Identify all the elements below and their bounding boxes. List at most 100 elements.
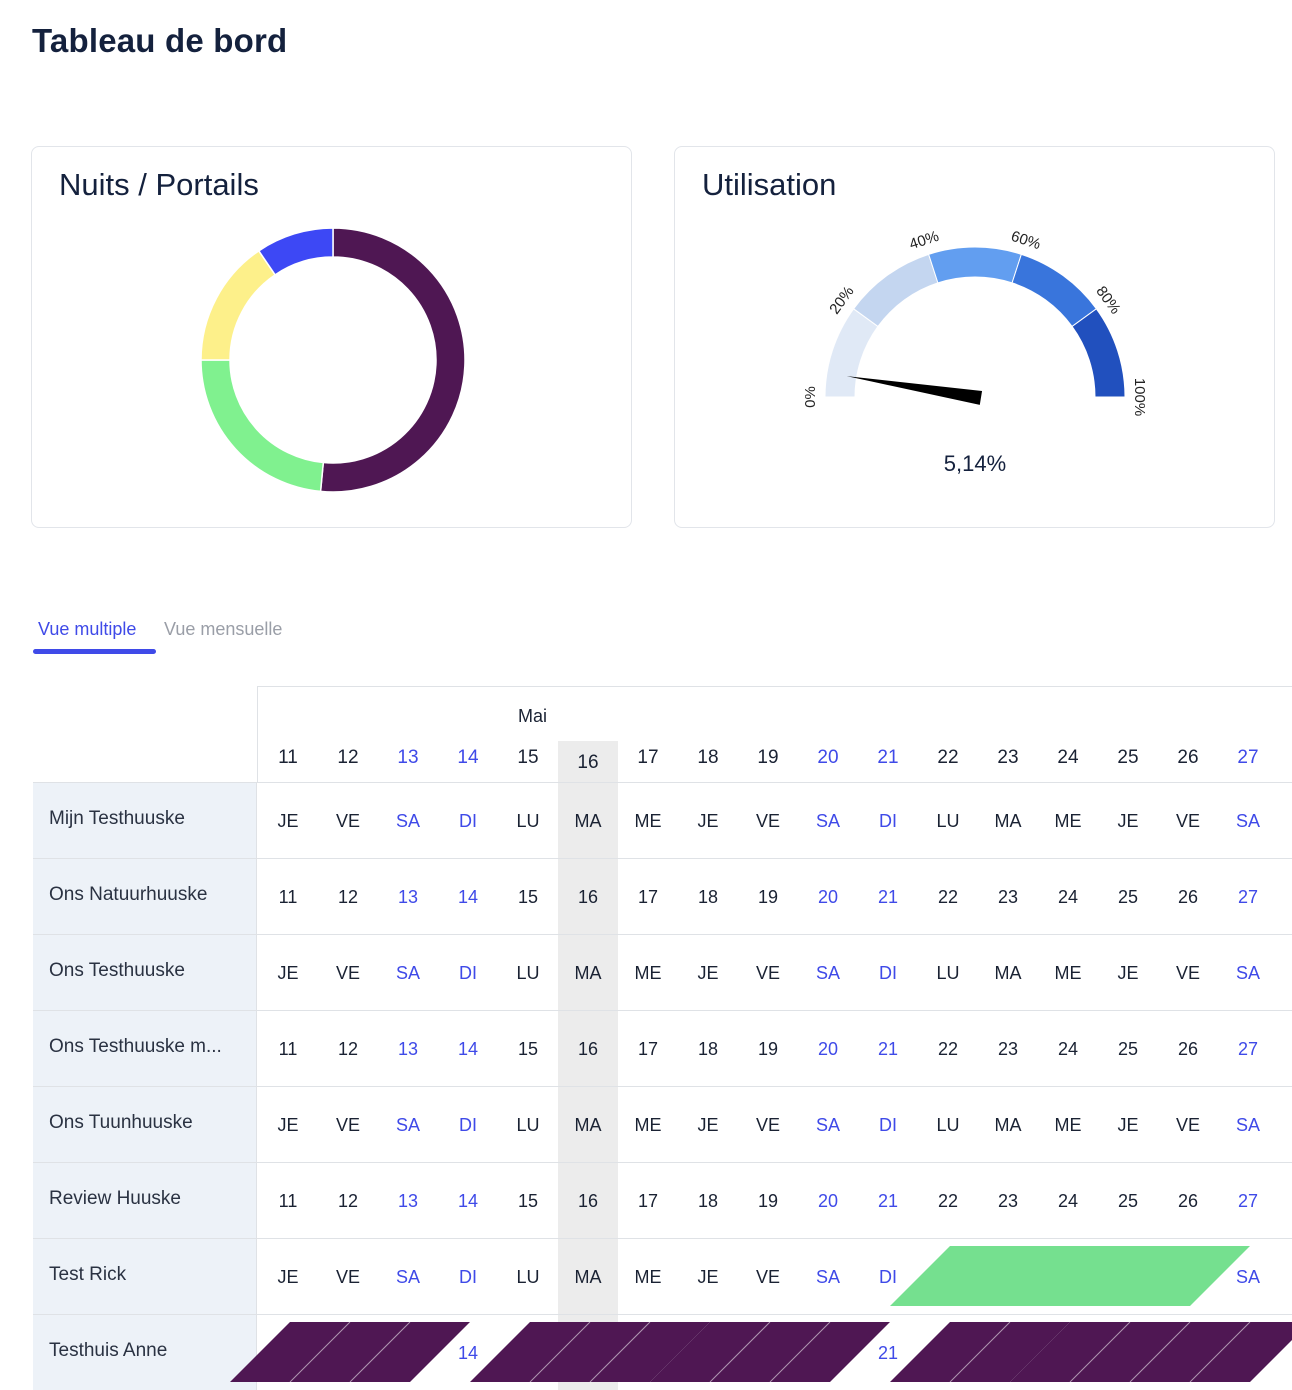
- day-cell[interactable]: ME: [634, 1267, 662, 1287]
- donut-slice-1[interactable]: [200, 359, 325, 493]
- day-cell[interactable]: SA: [1235, 811, 1260, 831]
- day-cell[interactable]: ME: [634, 811, 662, 831]
- day-cell[interactable]: 21: [877, 1343, 899, 1363]
- day-cell[interactable]: 26: [1177, 1343, 1199, 1363]
- property-name[interactable]: Ons Tuunhuuske: [33, 1087, 257, 1163]
- day-cell[interactable]: VE: [755, 963, 780, 983]
- day-cell[interactable]: 25: [1117, 1343, 1139, 1363]
- day-cell[interactable]: SA: [1235, 963, 1260, 983]
- day-cell[interactable]: 22: [937, 1343, 959, 1363]
- day-cell[interactable]: DI: [879, 1115, 897, 1135]
- day-cell[interactable]: SA: [815, 1267, 840, 1287]
- day-cell[interactable]: JE: [277, 1115, 299, 1135]
- day-cell[interactable]: 18: [697, 1343, 719, 1363]
- day-cell[interactable]: 25: [1117, 887, 1139, 907]
- day-cell[interactable]: 16: [577, 1191, 599, 1211]
- day-cell[interactable]: 17: [637, 1191, 659, 1211]
- day-cell[interactable]: JE: [697, 1267, 719, 1287]
- day-cell[interactable]: 12: [337, 1343, 359, 1363]
- day-cell[interactable]: VE: [1175, 963, 1200, 983]
- day-cell[interactable]: 25: [1117, 1191, 1139, 1211]
- day-cell[interactable]: JE: [277, 811, 299, 831]
- day-cell[interactable]: 19: [757, 1343, 779, 1363]
- day-cell[interactable]: JE: [277, 963, 299, 983]
- day-cell[interactable]: 16: [577, 1039, 599, 1059]
- day-cell[interactable]: VE: [755, 1115, 780, 1135]
- day-cell[interactable]: SA: [395, 963, 420, 983]
- day-cell[interactable]: 22: [937, 887, 959, 907]
- property-name[interactable]: Testhuis Anne: [33, 1315, 257, 1390]
- day-cell[interactable]: 16: [577, 887, 599, 907]
- day-cell[interactable]: MA: [574, 1267, 602, 1287]
- day-cell[interactable]: DI: [459, 963, 477, 983]
- day-cell[interactable]: DI: [879, 1267, 897, 1287]
- day-cell[interactable]: 13: [397, 1039, 419, 1059]
- day-cell[interactable]: 23: [997, 887, 1019, 907]
- day-cell[interactable]: SA: [815, 811, 840, 831]
- day-cell[interactable]: 13: [397, 887, 419, 907]
- donut-slice-3[interactable]: [257, 227, 334, 276]
- property-name[interactable]: Mijn Testhuuske: [33, 783, 257, 859]
- day-cell[interactable]: 20: [817, 887, 839, 907]
- day-cell[interactable]: 19: [757, 1191, 779, 1211]
- day-cell[interactable]: ME: [1054, 963, 1082, 983]
- day-cell[interactable]: 15: [517, 1039, 539, 1059]
- day-cell[interactable]: 26: [1177, 1039, 1199, 1059]
- day-cell[interactable]: VE: [755, 1267, 780, 1287]
- day-cell[interactable]: 14: [457, 887, 479, 907]
- day-cell[interactable]: 13: [397, 1191, 419, 1211]
- day-cell[interactable]: DI: [459, 811, 477, 831]
- day-cell[interactable]: JE: [697, 1115, 719, 1135]
- day-cell[interactable]: 19: [757, 1039, 779, 1059]
- day-cell[interactable]: LU: [516, 963, 540, 983]
- donut-slice-2[interactable]: [200, 249, 277, 361]
- day-cell[interactable]: 15: [517, 1191, 539, 1211]
- property-name[interactable]: Test Rick: [33, 1239, 257, 1315]
- day-cell[interactable]: 27: [1237, 1191, 1259, 1211]
- day-cell[interactable]: 20: [817, 1191, 839, 1211]
- day-cell[interactable]: 11: [278, 1343, 298, 1363]
- day-cell[interactable]: 14: [457, 1039, 479, 1059]
- day-cell[interactable]: ME: [634, 1115, 662, 1135]
- day-cell[interactable]: LU: [936, 963, 960, 983]
- day-cell[interactable]: 27: [1237, 1039, 1259, 1059]
- day-cell[interactable]: 22: [937, 1039, 959, 1059]
- day-cell[interactable]: MA: [994, 1115, 1022, 1135]
- day-cell[interactable]: 12: [337, 887, 359, 907]
- day-cell[interactable]: VE: [335, 1267, 360, 1287]
- day-cell[interactable]: 21: [877, 1039, 899, 1059]
- day-cell[interactable]: VE: [1175, 811, 1200, 831]
- day-cell[interactable]: SA: [395, 811, 420, 831]
- day-cell[interactable]: VE: [335, 963, 360, 983]
- day-cell[interactable]: 11: [278, 887, 298, 907]
- property-name[interactable]: Ons Natuurhuuske: [33, 859, 257, 935]
- day-cell[interactable]: 14: [457, 1191, 479, 1211]
- day-cell[interactable]: 16: [577, 1343, 599, 1363]
- day-cell[interactable]: 12: [337, 1191, 359, 1211]
- day-cell[interactable]: 18: [697, 1191, 719, 1211]
- day-cell[interactable]: 14: [457, 1343, 479, 1363]
- day-cell[interactable]: 23: [997, 1039, 1019, 1059]
- day-cell[interactable]: 11: [278, 1191, 298, 1211]
- day-cell[interactable]: 20: [817, 1343, 839, 1363]
- day-cell[interactable]: 24: [1057, 887, 1079, 907]
- day-cell[interactable]: MA: [574, 1115, 602, 1135]
- day-cell[interactable]: SA: [395, 1267, 420, 1287]
- day-cell[interactable]: DI: [879, 963, 897, 983]
- day-cell[interactable]: 15: [517, 1343, 539, 1363]
- property-name[interactable]: Ons Testhuuske: [33, 935, 257, 1011]
- day-cell[interactable]: VE: [335, 1115, 360, 1135]
- day-cell[interactable]: LU: [516, 811, 540, 831]
- day-cell[interactable]: 21: [877, 887, 899, 907]
- day-cell[interactable]: LU: [936, 1267, 960, 1287]
- day-cell[interactable]: JE: [1117, 1115, 1139, 1135]
- day-cell[interactable]: 12: [337, 1039, 359, 1059]
- day-cell[interactable]: JE: [1117, 963, 1139, 983]
- day-cell[interactable]: LU: [936, 811, 960, 831]
- day-cell[interactable]: 23: [997, 1343, 1019, 1363]
- day-cell[interactable]: ME: [1054, 1267, 1082, 1287]
- day-cell[interactable]: 26: [1177, 887, 1199, 907]
- day-cell[interactable]: 13: [397, 1343, 419, 1363]
- day-cell[interactable]: 24: [1057, 1039, 1079, 1059]
- day-cell[interactable]: MA: [994, 811, 1022, 831]
